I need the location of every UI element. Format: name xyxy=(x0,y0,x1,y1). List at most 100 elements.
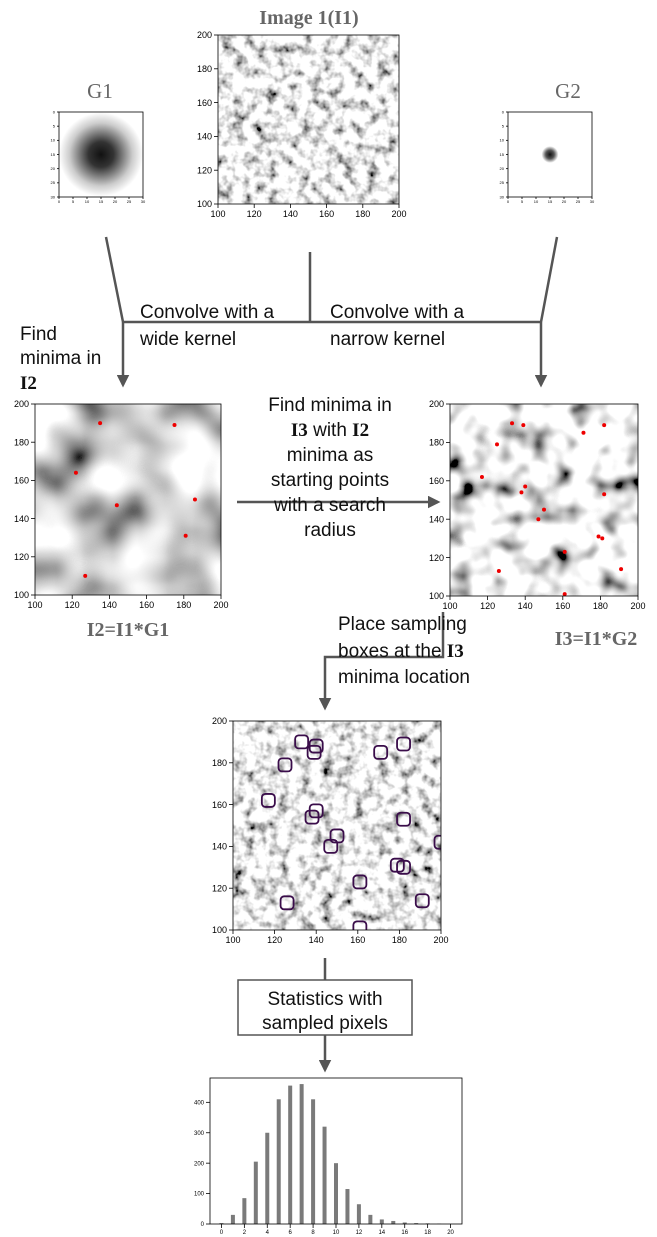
x-tick-label: 12 xyxy=(356,1230,363,1236)
y-tick-label: 15 xyxy=(500,152,505,157)
minimum-point xyxy=(523,485,527,489)
minimum-point xyxy=(98,421,102,425)
y-tick-label: 20 xyxy=(51,166,56,171)
y-tick-label: 120 xyxy=(197,165,212,175)
label: minima location xyxy=(338,667,470,688)
y-tick-label: 140 xyxy=(212,842,227,852)
minimum-point xyxy=(173,423,177,427)
panel-g2 xyxy=(508,112,592,197)
y-tick-label: 100 xyxy=(429,591,444,601)
x-tick-label: 4 xyxy=(266,1230,270,1236)
x-tick-label: 18 xyxy=(424,1230,431,1236)
bar xyxy=(288,1086,292,1224)
x-tick-label: 180 xyxy=(593,601,608,611)
x-tick-label: 0 xyxy=(58,199,61,204)
label: starting points xyxy=(271,470,389,491)
label: Statistics with xyxy=(267,989,382,1010)
g2-title: G2 xyxy=(555,79,581,103)
x-tick-label: 100 xyxy=(225,935,240,945)
x-tick-label: 140 xyxy=(102,600,117,610)
bar xyxy=(345,1189,349,1224)
minimum-point xyxy=(115,503,119,507)
label: I2 xyxy=(352,420,369,441)
y-tick-label: 140 xyxy=(197,132,212,142)
kernel xyxy=(542,146,559,163)
i1-title: Image 1(I1) xyxy=(259,7,358,29)
label: Convolve with a xyxy=(330,302,465,323)
label: with a search xyxy=(273,495,386,516)
x-tick-label: 120 xyxy=(247,209,262,219)
x-tick-label: 25 xyxy=(127,199,132,204)
minimum-point xyxy=(519,490,523,494)
bar xyxy=(368,1215,372,1224)
i3-caption: I3=I1*G2 xyxy=(555,628,638,650)
x-tick-label: 14 xyxy=(378,1230,385,1236)
bar xyxy=(391,1221,395,1224)
x-tick-label: 30 xyxy=(141,199,146,204)
x-tick-label: 160 xyxy=(139,600,154,610)
minimum-point xyxy=(536,517,540,521)
x-tick-label: 180 xyxy=(392,935,407,945)
bar xyxy=(231,1215,235,1224)
image xyxy=(233,721,441,930)
minimum-point xyxy=(602,423,606,427)
bar xyxy=(311,1099,315,1224)
minimum-point xyxy=(193,498,197,502)
g1-title: G1 xyxy=(87,79,113,103)
x-tick-label: 200 xyxy=(630,601,645,611)
x-tick-label: 100 xyxy=(210,209,225,219)
y-tick-label: 30 xyxy=(500,194,505,199)
minimum-point xyxy=(184,534,188,538)
minimum-point xyxy=(602,492,606,496)
bar xyxy=(265,1133,269,1224)
y-tick-label: 400 xyxy=(194,1100,205,1106)
minimum-point xyxy=(83,574,87,578)
y-tick-label: 180 xyxy=(14,437,29,447)
bar xyxy=(300,1084,304,1224)
minimum-point xyxy=(74,471,78,475)
minimum-point xyxy=(521,423,525,427)
x-tick-label: 200 xyxy=(391,209,406,219)
minimum-point xyxy=(597,534,601,538)
y-tick-label: 10 xyxy=(500,138,505,143)
label: boxes at the xyxy=(338,641,447,662)
bar xyxy=(242,1198,246,1224)
label: Convolve with a xyxy=(140,302,275,323)
x-tick-label: 100 xyxy=(27,600,42,610)
label: boxes at the I3 xyxy=(338,641,464,662)
y-tick-label: 300 xyxy=(194,1131,205,1137)
minimum-point xyxy=(542,508,546,512)
x-tick-label: 6 xyxy=(289,1230,293,1236)
kernel xyxy=(59,113,143,197)
x-tick-label: 120 xyxy=(65,600,80,610)
label: wide kernel xyxy=(139,329,236,350)
x-tick-label: 140 xyxy=(309,935,324,945)
y-tick-label: 100 xyxy=(212,925,227,935)
minimum-point xyxy=(563,550,567,554)
y-tick-label: 160 xyxy=(212,800,227,810)
x-tick-label: 180 xyxy=(176,600,191,610)
y-tick-label: 180 xyxy=(429,438,444,448)
x-tick-label: 10 xyxy=(534,199,539,204)
x-tick-label: 160 xyxy=(555,601,570,611)
y-tick-label: 5 xyxy=(502,124,505,129)
x-tick-label: 140 xyxy=(283,209,298,219)
x-tick-label: 100 xyxy=(442,601,457,611)
y-tick-label: 180 xyxy=(197,64,212,74)
y-tick-label: 30 xyxy=(51,194,56,199)
x-tick-label: 120 xyxy=(267,935,282,945)
x-tick-label: 30 xyxy=(590,199,595,204)
x-tick-label: 15 xyxy=(548,199,553,204)
y-tick-label: 5 xyxy=(53,124,56,129)
image xyxy=(218,35,399,204)
panel-i2 xyxy=(35,404,221,595)
x-tick-label: 20 xyxy=(113,199,118,204)
panel-i3 xyxy=(450,404,638,596)
bar xyxy=(277,1099,281,1224)
x-tick-label: 16 xyxy=(401,1230,408,1236)
minimum-point xyxy=(497,569,501,573)
x-tick-label: 10 xyxy=(333,1230,340,1236)
x-tick-label: 20 xyxy=(562,199,567,204)
minimum-point xyxy=(581,431,585,435)
y-tick-label: 120 xyxy=(14,552,29,562)
